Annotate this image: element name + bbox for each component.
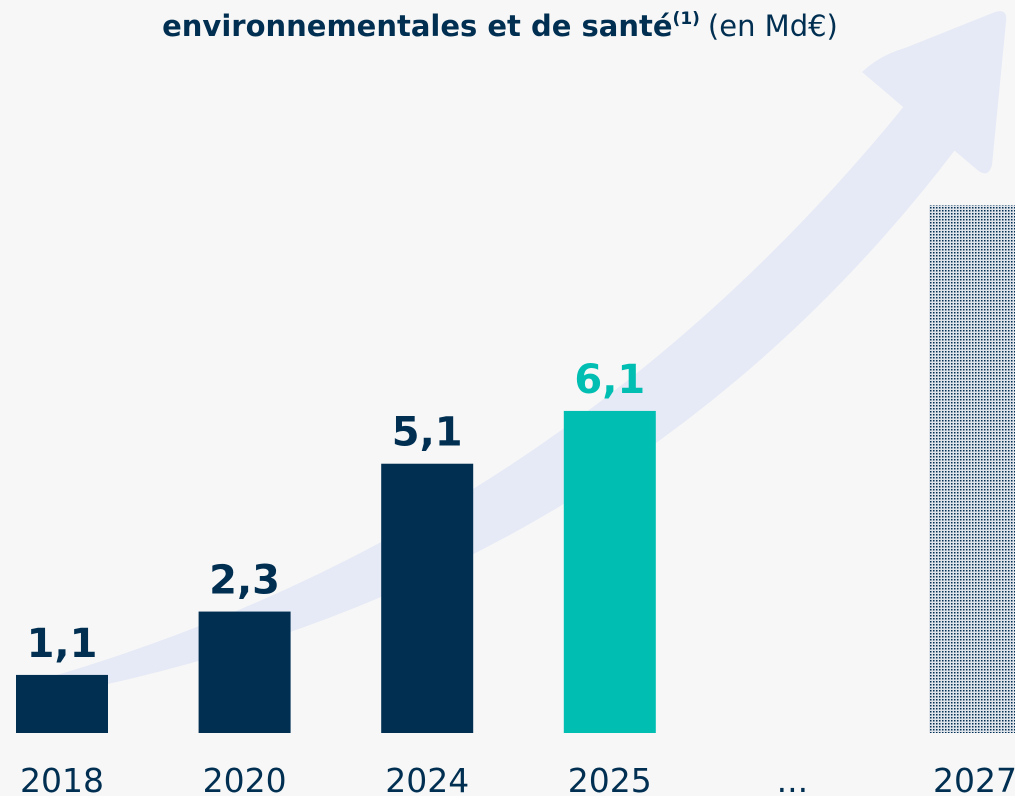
x-tick-label: 2018 bbox=[20, 761, 104, 796]
x-tick-label: 2027 bbox=[933, 761, 1015, 796]
value-label: 5,1 bbox=[392, 410, 463, 456]
bar bbox=[16, 674, 108, 733]
bar bbox=[563, 410, 656, 733]
value-label: 2,3 bbox=[209, 558, 280, 604]
x-tick-label: 2020 bbox=[203, 761, 287, 796]
bar bbox=[381, 463, 474, 733]
title-note: (1) bbox=[673, 9, 700, 29]
chart-title: environnementales et de santé(1) (en Md€) bbox=[162, 9, 838, 43]
growth-arrow bbox=[40, 11, 1007, 698]
title-unit: (en Md€) bbox=[708, 9, 838, 43]
x-tick-label: 2025 bbox=[568, 761, 652, 796]
bar bbox=[198, 611, 291, 733]
x-tick-label: 2024 bbox=[385, 761, 469, 796]
bar bbox=[929, 205, 1015, 733]
value-label: 1,1 bbox=[27, 621, 98, 667]
title-main: environnementales et de santé bbox=[162, 9, 672, 43]
value-label: 6,1 bbox=[574, 357, 645, 403]
x-tick-label: ... bbox=[777, 761, 808, 796]
